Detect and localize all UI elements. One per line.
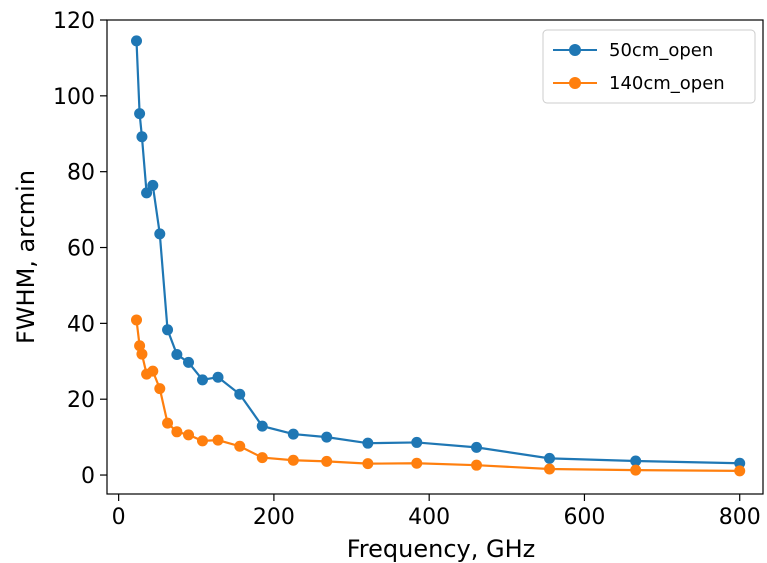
data-point-140cm-open-14 — [321, 455, 333, 467]
data-point-140cm-open-1 — [134, 340, 146, 352]
data-point-50cm-open-8 — [183, 356, 195, 368]
legend-box — [542, 29, 756, 104]
y-tick-label-2: 40 — [67, 312, 95, 337]
data-point-50cm-open-19 — [630, 455, 642, 467]
legend-marker-50cm-open — [569, 44, 581, 56]
data-point-50cm-open-3 — [141, 187, 153, 199]
data-point-140cm-open-19 — [630, 464, 642, 476]
data-point-50cm-open-11 — [234, 388, 246, 400]
data-point-140cm-open-8 — [183, 429, 195, 441]
data-point-50cm-open-4 — [147, 179, 159, 191]
x-tick-label-4: 800 — [719, 505, 761, 530]
data-point-50cm-open-14 — [321, 431, 333, 443]
data-point-50cm-open-20 — [734, 457, 746, 469]
y-tick-label-4: 80 — [67, 161, 95, 186]
data-point-50cm-open-7 — [171, 348, 183, 360]
series-layer — [131, 35, 746, 477]
x-tick-label-0: 0 — [112, 505, 126, 530]
data-point-50cm-open-10 — [212, 371, 224, 383]
data-point-50cm-open-18 — [544, 452, 556, 464]
y-axis-ticks: 0 20 40 60 80 100 120 — [53, 9, 107, 489]
y-tick-label-0: 0 — [81, 464, 95, 489]
data-point-50cm-open-2 — [136, 131, 148, 143]
data-point-50cm-open-9 — [196, 374, 208, 386]
data-point-50cm-open-12 — [256, 420, 268, 432]
data-point-140cm-open-2 — [136, 348, 148, 360]
data-point-140cm-open-16 — [411, 457, 423, 469]
y-tick-label-6: 120 — [53, 9, 95, 34]
legend: 50cm_open 140cm_open — [542, 29, 756, 104]
legend-label-50cm-open: 50cm_open — [609, 40, 713, 61]
data-point-140cm-open-7 — [171, 426, 183, 438]
data-point-50cm-open-0 — [131, 35, 143, 47]
data-point-140cm-open-11 — [234, 440, 246, 452]
legend-marker-140cm-open — [569, 77, 581, 89]
data-point-140cm-open-10 — [212, 434, 224, 446]
data-point-140cm-open-6 — [162, 417, 174, 429]
data-point-50cm-open-17 — [471, 441, 483, 453]
data-point-140cm-open-18 — [544, 463, 556, 475]
y-tick-label-1: 20 — [67, 388, 95, 413]
x-tick-label-1: 200 — [253, 505, 295, 530]
data-point-140cm-open-4 — [147, 365, 159, 377]
data-point-140cm-open-13 — [287, 454, 299, 466]
x-tick-label-3: 600 — [563, 505, 605, 530]
data-point-140cm-open-12 — [256, 452, 268, 464]
y-tick-label-5: 100 — [53, 85, 95, 110]
data-point-50cm-open-13 — [287, 428, 299, 440]
y-tick-label-3: 60 — [67, 237, 95, 262]
data-point-140cm-open-17 — [471, 459, 483, 471]
x-tick-label-2: 400 — [408, 505, 450, 530]
data-point-140cm-open-5 — [154, 383, 166, 395]
x-axis-ticks: 0 200 400 600 800 — [112, 494, 761, 530]
data-point-140cm-open-20 — [734, 465, 746, 477]
legend-label-140cm-open: 140cm_open — [609, 73, 725, 94]
data-point-140cm-open-15 — [362, 458, 374, 470]
data-point-50cm-open-16 — [411, 436, 423, 448]
x-axis-label: Frequency, GHz — [347, 535, 535, 563]
data-point-50cm-open-5 — [154, 228, 166, 240]
data-point-50cm-open-15 — [362, 437, 374, 449]
data-point-140cm-open-0 — [131, 314, 143, 326]
y-axis-label: FWHM, arcmin — [12, 170, 40, 344]
data-point-50cm-open-1 — [134, 108, 146, 120]
data-point-140cm-open-9 — [196, 435, 208, 447]
data-point-50cm-open-6 — [162, 324, 174, 336]
